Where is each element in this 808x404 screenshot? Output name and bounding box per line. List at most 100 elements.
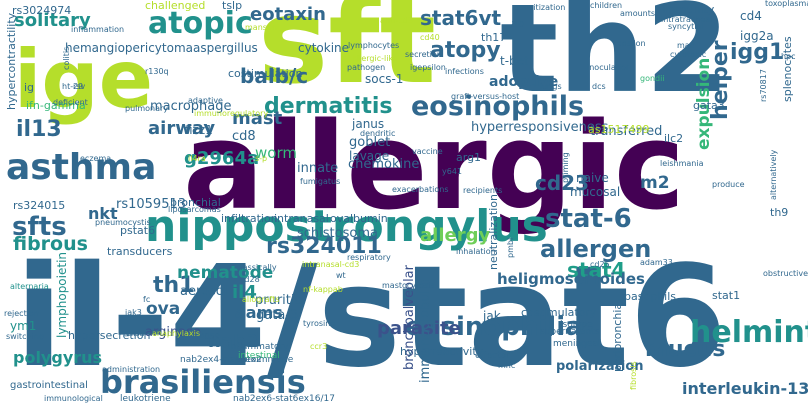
word-eczema: eczema	[80, 154, 112, 163]
word-immunity: immunity	[662, 3, 715, 16]
word-elisa: elisa	[126, 329, 145, 338]
word-mast: mast	[232, 108, 283, 129]
word-mab: mab	[677, 41, 695, 50]
word-rs4059: rs4059	[192, 332, 220, 341]
word-anti-cd3: anti-cd3	[380, 16, 413, 25]
word-naive: naive	[576, 171, 609, 185]
word-pathogen: pathogen	[347, 63, 386, 72]
word-hypercontractility: hypercontractility	[5, 12, 18, 110]
word-amounts: amounts	[620, 9, 656, 18]
word-lymphopoietin: lymphopoietin	[55, 251, 69, 338]
word-challenged: challenged	[145, 0, 206, 12]
word-liposarcomas: liposarcomas	[168, 205, 221, 214]
word-stat1: stat1	[712, 289, 741, 302]
word-cd28: cd28	[240, 275, 260, 284]
word-goblet: goblet	[349, 135, 391, 150]
word-fc: fc	[143, 295, 151, 304]
word-schistosoma: schistosoma	[297, 226, 378, 241]
word-pneumocystis: pneumocystis	[95, 218, 151, 227]
word-meningeal: meningeal	[553, 339, 601, 349]
word-rs3024974: rs3024974	[12, 4, 72, 17]
word-infections: infections	[445, 67, 484, 76]
word-colitis: colitis	[62, 46, 71, 70]
word-classically: classically	[236, 263, 277, 272]
word-inflammatory: inflammatory	[228, 342, 289, 352]
word-allergic: allergic	[183, 98, 685, 237]
word-as1517499: as1517499	[588, 123, 650, 136]
word-rejection: rejection	[4, 309, 39, 318]
word-il13: il13	[16, 117, 62, 142]
word-th2: th2	[500, 0, 731, 120]
word-dcs: dcs	[592, 82, 606, 91]
word-g2964a: g2964a	[184, 148, 260, 169]
word-hemangiopericytoma: hemangiopericytoma	[65, 41, 193, 55]
word-fizz1: fizz1	[185, 123, 213, 137]
word-alternatively: alternatively	[769, 149, 778, 200]
word-r130q: r130q	[145, 67, 169, 76]
word-pmbl: pmbl	[506, 237, 515, 258]
word-arg1: arg1	[456, 151, 482, 164]
word-igg1: igg1	[730, 40, 785, 65]
word-ht-29: ht-29	[62, 82, 84, 91]
word-macrophage: macrophage	[150, 99, 232, 114]
word-bronchial: bronchial	[170, 196, 221, 209]
word-eosinophilia: eosinophilia	[405, 312, 583, 342]
word-costimulatory: costimulatory	[521, 306, 597, 319]
word-sensitization: sensitization	[515, 3, 566, 12]
word-ab: ab	[511, 17, 525, 30]
word-eosinophils: eosinophils	[411, 91, 585, 122]
word-sfts: sfts	[12, 212, 67, 242]
word-rs324011: rs324011	[266, 234, 382, 259]
word-gastrointestinal: gastrointestinal	[10, 380, 88, 391]
word-socs-1: socs-1	[365, 72, 404, 86]
word-jak: jak	[483, 309, 501, 323]
word-cytokine: cytokine	[298, 41, 350, 55]
word-lavage: lavage	[349, 149, 390, 163]
word-polarization: polarization	[556, 359, 644, 374]
word-intranasal: intranasal	[274, 212, 329, 225]
word-epsilon: epsilon	[617, 39, 646, 48]
word-mucosal: mucosal	[570, 185, 621, 199]
word-il4: il4	[232, 282, 257, 303]
word-gata-3: gata-3	[256, 308, 299, 323]
word-aspergillus: aspergillus	[193, 41, 258, 55]
word-graft-versus-host: graft-versus-host	[451, 92, 520, 101]
word-pruritic: pruritic	[255, 293, 302, 308]
word-rsv: rsv	[73, 82, 86, 91]
word-t-bet: t-bet	[500, 54, 529, 68]
word-rs70817: rs70817	[759, 69, 768, 102]
word-m2: m2	[640, 173, 670, 193]
word-fibrosis: fibrosis	[629, 361, 638, 390]
word-lungs: lungs	[540, 82, 562, 91]
word-atopy: atopy	[430, 38, 501, 63]
word-cd40: cd40	[420, 33, 440, 42]
word-basophils: basophils	[624, 290, 676, 303]
word-tyrosine: tyrosine	[303, 319, 336, 328]
word-inhalation: inhalation	[456, 247, 496, 256]
word-pulmonary: pulmonary	[125, 104, 169, 113]
word-peribronchial: peribronchial	[611, 299, 624, 372]
word-fibrous: fibrous	[13, 233, 88, 255]
word-janus: janus	[352, 117, 385, 131]
word-adoptive: adoptive	[489, 74, 559, 90]
word-lymphocytes: lymphocytes	[348, 41, 400, 50]
word-parasite: parasite	[377, 318, 461, 339]
word-aams: aams	[235, 303, 283, 322]
word-inoculation: inoculation	[587, 63, 632, 72]
word-ifn-gamma: ifn-gamma	[26, 99, 86, 112]
word-il4ra: il4ra	[188, 154, 206, 163]
word-intestinal: intestinal	[238, 351, 280, 361]
word-immunological: immunological	[44, 394, 103, 403]
word-ym1: ym1	[10, 319, 37, 333]
word-autoimmune: autoimmune	[236, 355, 294, 365]
word-nab2ex6-stat6ex16-17: nab2ex6-stat6ex16/17	[233, 394, 335, 404]
word-wt: wt	[336, 271, 346, 280]
word-chemokine: chemokine	[348, 157, 420, 172]
word-ccr3: ccr3	[310, 342, 328, 351]
word-y641: y641	[442, 167, 463, 176]
word-rs324015: rs324015	[13, 199, 66, 212]
word-switching: switching	[6, 332, 44, 341]
word-priming: priming	[561, 152, 570, 183]
word-arginase: arginase	[145, 325, 201, 340]
